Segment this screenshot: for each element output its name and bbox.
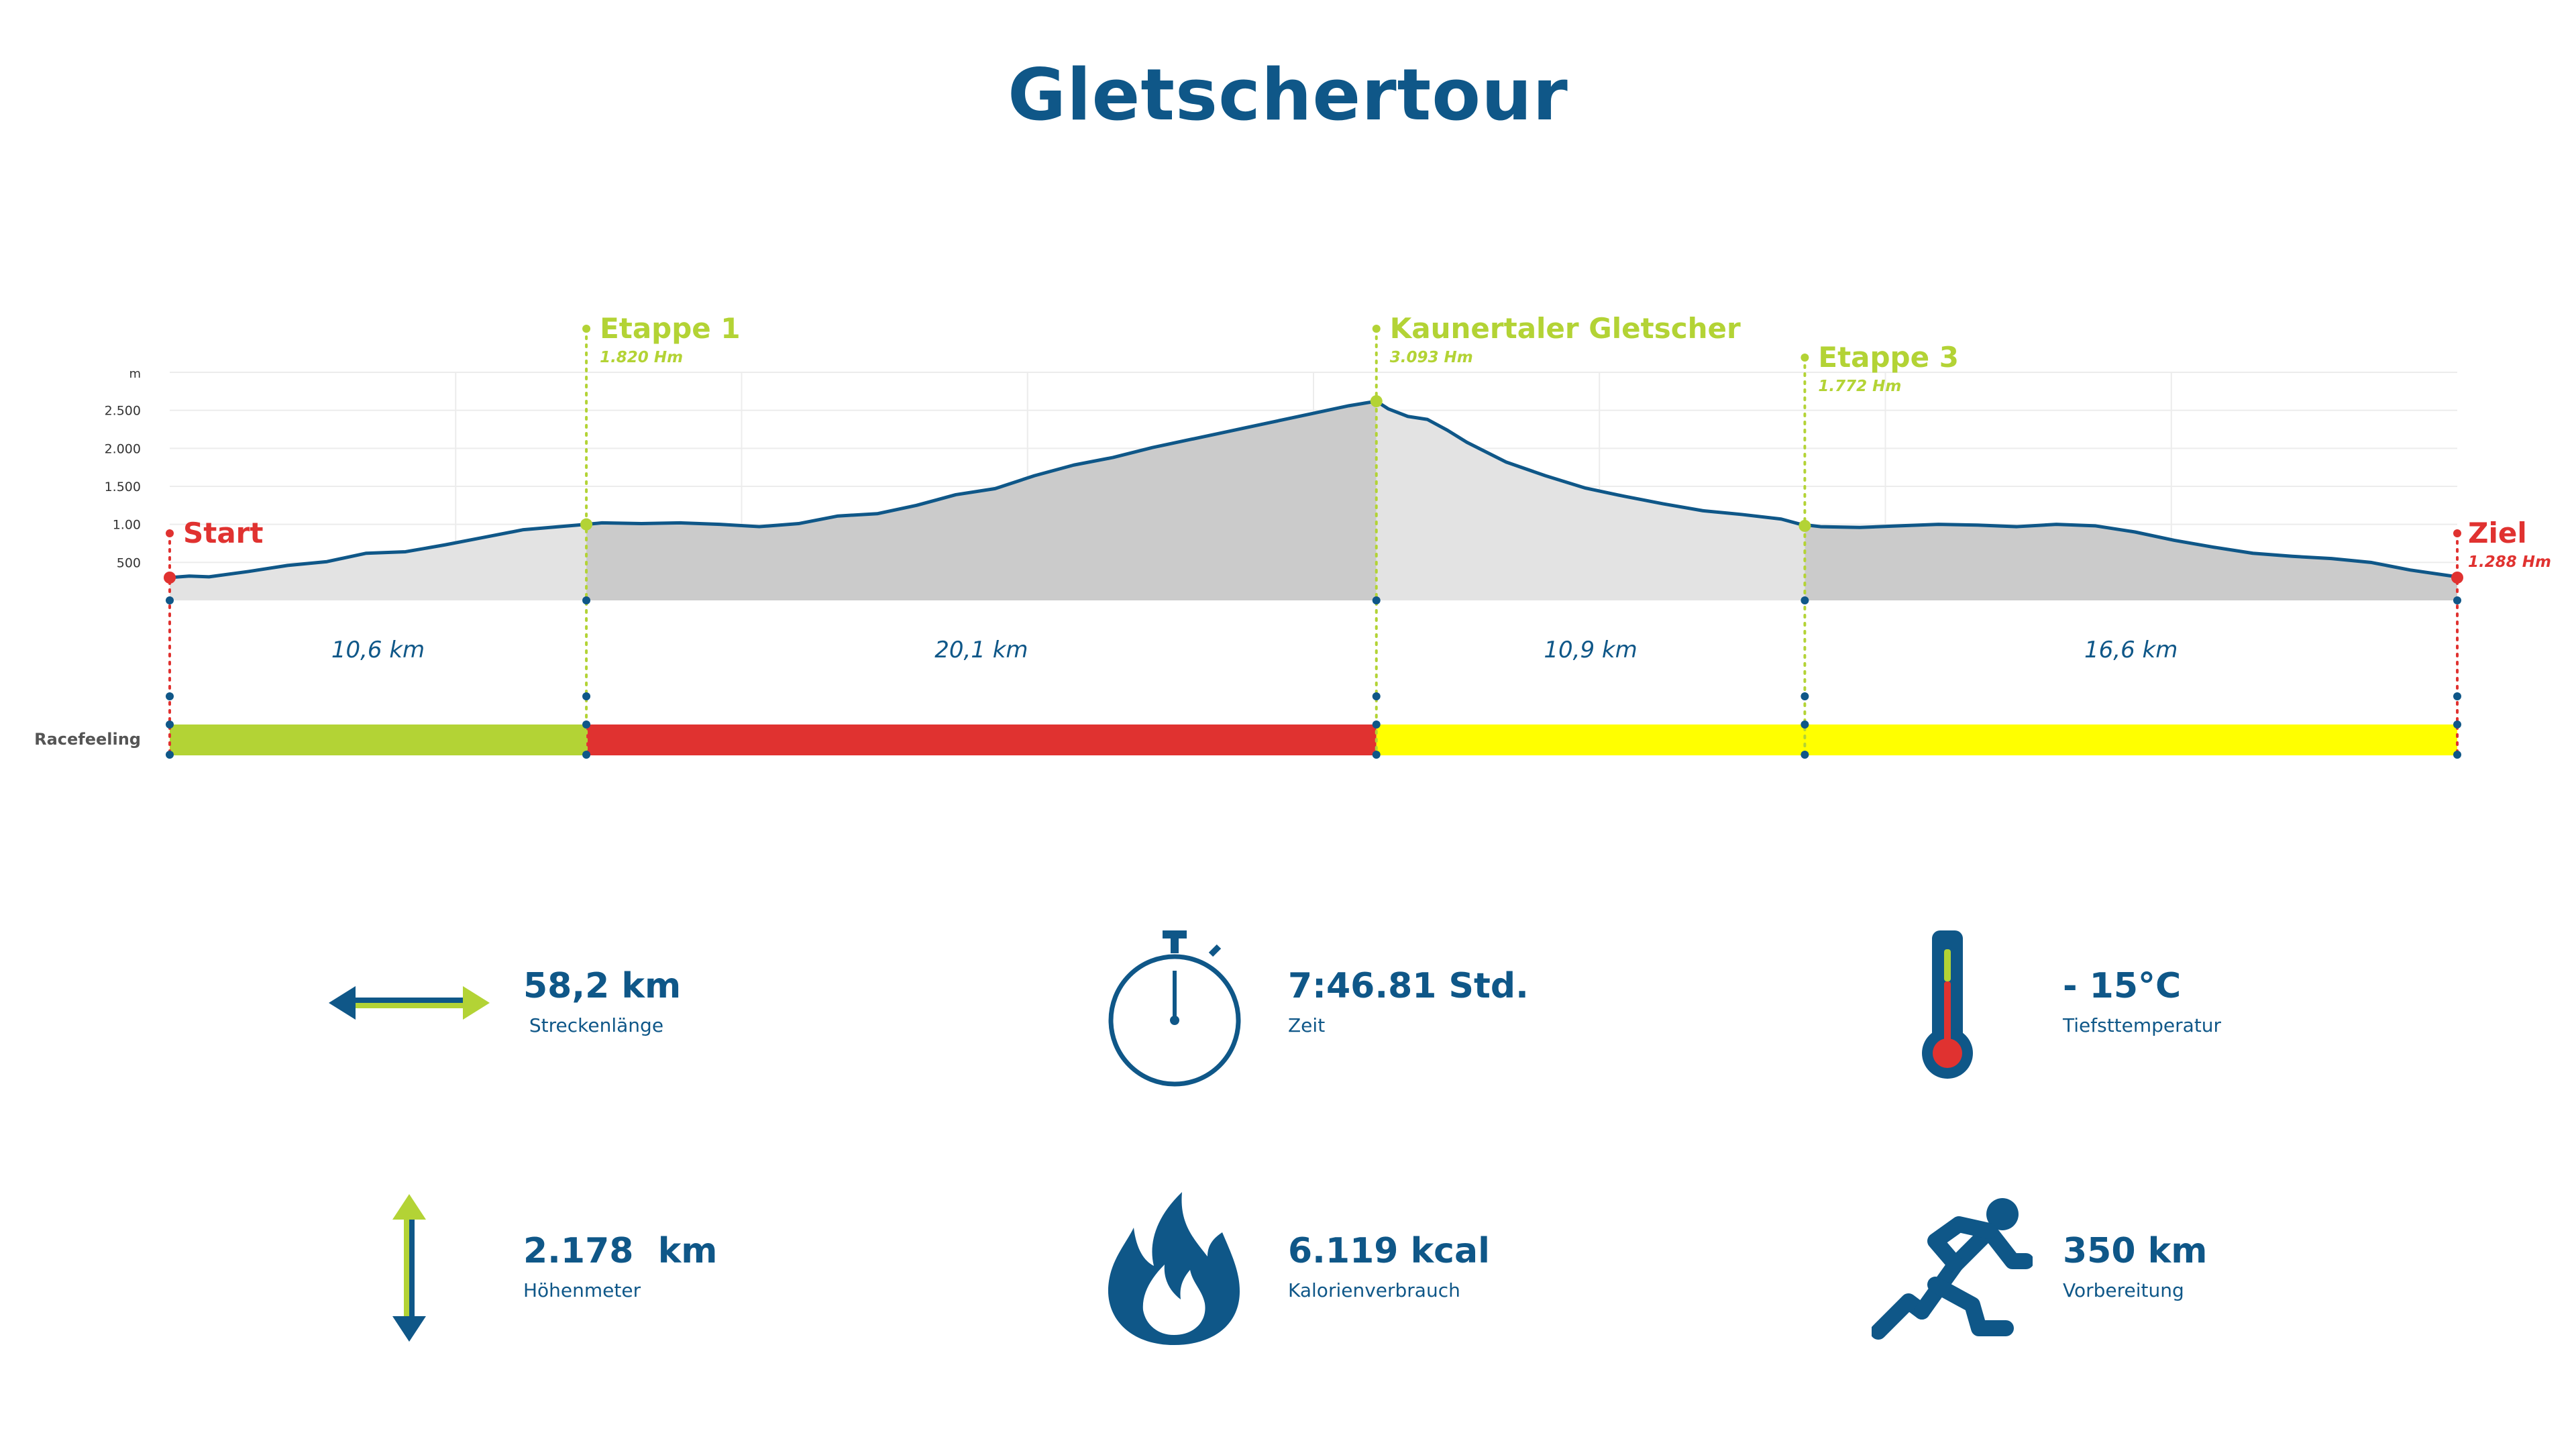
stat-label-distance: Streckenlänge bbox=[523, 1014, 664, 1036]
racefeeling-segment bbox=[586, 724, 1377, 755]
page-title: Gletschertour bbox=[1008, 54, 1568, 136]
stat-label-calories: Kalorienverbrauch bbox=[1288, 1279, 1460, 1301]
profile-line bbox=[169, 399, 2458, 580]
marker-axis-dot bbox=[1801, 596, 1809, 604]
marker-axis-dot bbox=[1372, 720, 1381, 729]
marker-label: Ziel bbox=[2468, 517, 2527, 549]
profile-fill-segment bbox=[1376, 401, 1805, 600]
y-tick-label: 2.000 bbox=[105, 441, 141, 456]
racefeeling-segment bbox=[170, 724, 587, 755]
marker-point bbox=[164, 572, 176, 584]
marker-label: Etappe 3 bbox=[1818, 341, 1959, 374]
y-tick-label: 2.500 bbox=[105, 404, 141, 419]
marker-label: Kaunertaler Gletscher bbox=[1390, 312, 1741, 345]
stat-value-temperature: - 15°C bbox=[2063, 966, 2182, 1006]
marker-axis-dot bbox=[582, 751, 591, 759]
marker-axis-dot bbox=[166, 692, 174, 700]
marker-point bbox=[1370, 395, 1383, 408]
runner-icon bbox=[1872, 1198, 2033, 1340]
profile-fill-segment bbox=[1805, 524, 2457, 600]
marker-point bbox=[2451, 572, 2463, 584]
stat-value-calories: 6.119 kcal bbox=[1288, 1231, 1490, 1271]
stat-label-temperature: Tiefsttemperatur bbox=[2063, 1014, 2222, 1036]
marker-axis-dot bbox=[582, 720, 591, 729]
marker-top-dot bbox=[2453, 529, 2461, 537]
marker-elevation-label: 3.093 Hm bbox=[1390, 349, 1473, 366]
double-arrow-vertical-icon bbox=[392, 1194, 426, 1342]
stat-label-elevation: Höhenmeter bbox=[523, 1279, 641, 1301]
segment-distance-label: 10,9 km bbox=[1544, 637, 1637, 663]
profile-fill-segment bbox=[586, 401, 1377, 600]
marker-point bbox=[580, 518, 593, 531]
y-axis: m 500 1.00 1.500 2.000 2.500 bbox=[105, 367, 141, 570]
marker-elevation-label: 1.288 Hm bbox=[2468, 553, 2551, 571]
route-markers: Start Etappe 1 1.820 Hm Kaunertaler Gletsch… bbox=[164, 312, 2551, 759]
marker-axis-dot bbox=[2453, 751, 2461, 759]
marker-axis-dot bbox=[2453, 692, 2461, 700]
marker-top-dot bbox=[1801, 354, 1809, 362]
y-tick-label: 500 bbox=[117, 555, 141, 570]
marker-axis-dot bbox=[1372, 596, 1381, 604]
racefeeling-segment bbox=[1376, 724, 2457, 755]
stat-value-distance: 58,2 km bbox=[523, 966, 682, 1006]
profile-area bbox=[169, 399, 2458, 600]
stat-value-time: 7:46.81 Std. bbox=[1288, 966, 1529, 1006]
segment-distances: 10,6 km 20,1 km 10,9 km 16,6 km bbox=[331, 637, 2178, 663]
marker-top-dot bbox=[166, 529, 174, 537]
y-axis-unit: m bbox=[129, 367, 141, 381]
double-arrow-horizontal-icon bbox=[329, 986, 490, 1020]
marker-top-dot bbox=[1372, 325, 1381, 333]
marker-axis-dot bbox=[1801, 751, 1809, 759]
marker-label: Start bbox=[183, 517, 263, 549]
marker-axis-dot bbox=[1372, 692, 1381, 700]
marker-axis-dot bbox=[582, 692, 591, 700]
marker-axis-dot bbox=[166, 596, 174, 604]
racefeeling-bar: Racefeeling bbox=[34, 724, 2457, 755]
segment-distance-label: 16,6 km bbox=[2084, 637, 2178, 663]
marker-label: Etappe 1 bbox=[600, 312, 741, 345]
segment-distance-label: 20,1 km bbox=[934, 637, 1028, 663]
marker-axis-dot bbox=[1372, 751, 1381, 759]
marker-axis-dot bbox=[2453, 596, 2461, 604]
racefeeling-label: Racefeeling bbox=[34, 730, 141, 749]
marker-axis-dot bbox=[166, 720, 174, 729]
marker-top-dot bbox=[582, 325, 591, 333]
stat-label-training: Vorbereitung bbox=[2063, 1279, 2184, 1301]
marker-elevation-label: 1.820 Hm bbox=[600, 349, 683, 366]
marker-axis-dot bbox=[2453, 720, 2461, 729]
stat-value-elevation: 2.178 km bbox=[523, 1231, 718, 1271]
stat-value-training: 350 km bbox=[2063, 1231, 2208, 1271]
marker-axis-dot bbox=[582, 596, 591, 604]
thermometer-icon bbox=[1922, 930, 1973, 1079]
marker-point bbox=[1799, 519, 1811, 532]
segment-distance-label: 10,6 km bbox=[331, 637, 425, 663]
marker-axis-dot bbox=[1801, 720, 1809, 729]
stopwatch-icon bbox=[1108, 930, 1241, 1087]
y-tick-label: 1.500 bbox=[105, 480, 141, 494]
y-tick-label: 1.00 bbox=[113, 518, 141, 533]
marker-elevation-label: 1.772 Hm bbox=[1818, 378, 1901, 395]
profile-fill-segment bbox=[170, 524, 587, 600]
marker-axis-dot bbox=[166, 751, 174, 759]
flame-icon bbox=[1108, 1192, 1240, 1345]
marker-axis-dot bbox=[1801, 692, 1809, 700]
stat-label-time: Zeit bbox=[1288, 1014, 1326, 1036]
